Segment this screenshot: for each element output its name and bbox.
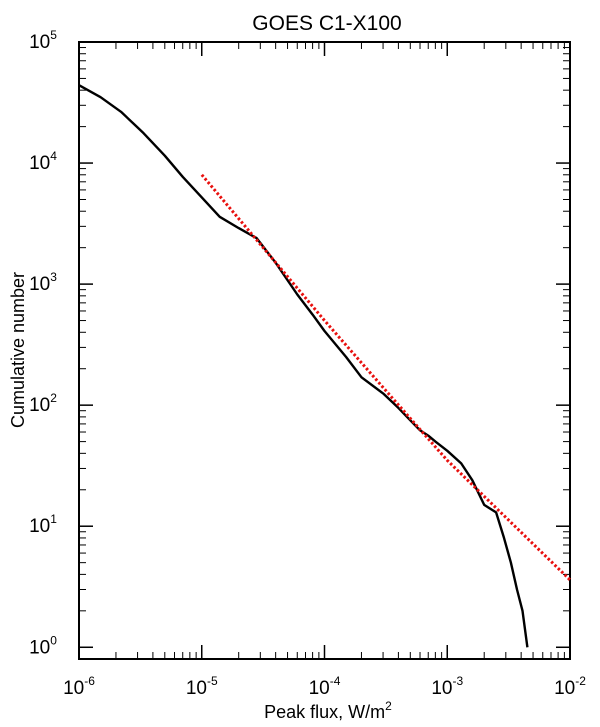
- y-tick-label: 105: [29, 28, 57, 53]
- x-axis-title: Peak flux, W/m2: [264, 699, 392, 722]
- power-law-fit-line: [200, 173, 572, 581]
- x-tick-label: 10-4: [309, 674, 341, 699]
- x-tick-base: 10: [186, 678, 207, 699]
- x-tick-label: 10-3: [431, 674, 463, 699]
- x-axis-title-text: Peak flux, W/m: [264, 702, 385, 722]
- y-tick-base: 10: [29, 153, 50, 174]
- y-tick-label: 103: [29, 270, 57, 295]
- y-tick-base: 10: [29, 516, 50, 537]
- x-tick-base: 10: [63, 678, 84, 699]
- y-tick-base: 10: [29, 637, 50, 658]
- series-layer: [78, 84, 572, 648]
- y-tick-exponent: 5: [50, 28, 57, 42]
- x-tick-exponent: -3: [452, 674, 463, 688]
- y-tick-label: 100: [29, 633, 57, 658]
- x-tick-base: 10: [309, 678, 330, 699]
- y-tick-label: 102: [29, 391, 57, 416]
- y-tick-base: 10: [29, 395, 50, 416]
- y-tick-label: 104: [29, 149, 57, 174]
- y-tick-exponent: 3: [50, 270, 57, 284]
- y-tick-exponent: 1: [50, 512, 57, 526]
- y-tick-base: 10: [29, 32, 50, 53]
- x-axis-title-superscript: 2: [385, 699, 392, 713]
- y-tick-exponent: 2: [50, 391, 57, 405]
- x-tick-label: 10-5: [186, 674, 218, 699]
- x-tick-exponent: -5: [207, 674, 218, 688]
- x-tick-base: 10: [554, 678, 575, 699]
- plot-frame: [78, 41, 571, 660]
- chart-title: GOES C1-X100: [252, 12, 401, 35]
- y-tick-label: 101: [29, 512, 57, 537]
- x-tick-label: 10-2: [554, 674, 586, 699]
- x-tick-exponent: -6: [84, 674, 95, 688]
- x-tick-exponent: -4: [330, 674, 341, 688]
- y-tick-base: 10: [29, 274, 50, 295]
- x-tick-exponent: -2: [575, 674, 586, 688]
- x-tick-base: 10: [431, 678, 452, 699]
- y-tick-exponent: 0: [50, 633, 57, 647]
- cumulative-distribution-line: [78, 84, 529, 648]
- x-tick-label: 10-6: [63, 674, 95, 699]
- y-axis-title: Cumulative number: [8, 272, 28, 428]
- y-tick-exponent: 4: [50, 149, 57, 163]
